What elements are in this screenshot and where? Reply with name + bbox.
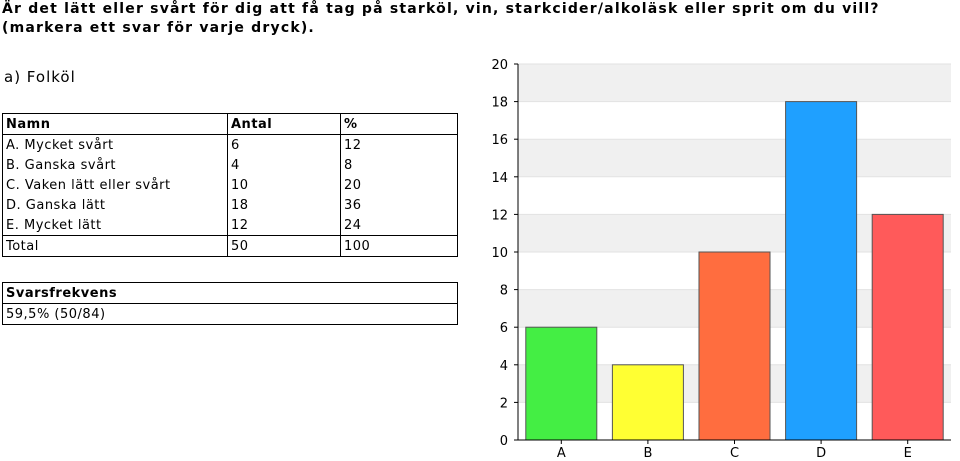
table-row: E. Mycket lätt 12 24 (2, 215, 458, 236)
header-count: Antal (227, 113, 341, 135)
response-rate-label: Svarsfrekvens (2, 282, 458, 304)
x-tick-label: E (904, 446, 912, 461)
response-rate-table: Svarsfrekvens 59,5% (50/84) (2, 282, 458, 325)
chart-axes: A B C D E 0 2 4 6 8 10 12 14 16 18 20 (491, 58, 951, 461)
bar-c (698, 251, 771, 441)
row-name: D. Ganska lätt (2, 195, 228, 215)
y-tick-label: 2 (500, 396, 508, 411)
grid-band (518, 176, 951, 215)
grid-band (518, 101, 951, 140)
table-header-row: Namn Antal % (2, 113, 458, 135)
results-table: Namn Antal % A. Mycket svårt 6 12 B. Gan… (2, 113, 458, 257)
grid-band (518, 64, 951, 102)
row-percent: 20 (340, 175, 458, 195)
y-tick-label: 20 (491, 58, 508, 73)
row-percent: 8 (340, 155, 458, 175)
total-name: Total (2, 235, 228, 257)
x-tick-label: D (816, 446, 826, 461)
y-tick-label: 8 (500, 284, 508, 299)
row-percent: 24 (340, 215, 458, 236)
y-tick-label: 12 (491, 208, 508, 223)
table-row: A. Mycket svårt 6 12 (2, 134, 458, 155)
bar-e (871, 213, 944, 441)
table-total-row: Total 50 100 (2, 235, 458, 257)
x-tick-label: C (730, 446, 739, 461)
row-count: 6 (227, 134, 341, 155)
row-percent: 36 (340, 195, 458, 215)
table-row: C. Vaken lätt eller svårt 10 20 (2, 175, 458, 195)
row-name: A. Mycket svårt (2, 134, 228, 155)
header-name: Namn (2, 113, 228, 135)
chart-bars (525, 101, 944, 441)
y-tick-label: 4 (500, 359, 508, 374)
bar-d (785, 101, 858, 441)
response-rate-value: 59,5% (50/84) (2, 303, 458, 325)
y-tick-label: 14 (491, 171, 508, 186)
total-percent: 100 (340, 235, 458, 257)
row-name: C. Vaken lätt eller svårt (2, 175, 228, 195)
question-text: Är det lätt eller svårt för dig att få t… (2, 1, 880, 36)
y-tick-label: 18 (491, 96, 508, 111)
bar-b (611, 364, 684, 441)
total-count: 50 (227, 235, 341, 257)
header-percent: % (340, 113, 458, 135)
row-count: 4 (227, 155, 341, 175)
y-tick-label: 10 (491, 246, 508, 261)
bar-chart: A B C D E 0 2 4 6 8 10 12 14 16 18 20 (491, 58, 951, 461)
x-tick-label: A (557, 446, 566, 461)
row-name: B. Ganska svårt (2, 155, 228, 175)
section-title: a) Folköl (4, 68, 76, 86)
x-tick-label: B (643, 446, 652, 461)
table-row: B. Ganska svårt 4 8 (2, 155, 458, 175)
row-count: 12 (227, 215, 341, 236)
row-name: E. Mycket lätt (2, 215, 228, 236)
row-count: 10 (227, 175, 341, 195)
table-row: D. Ganska lätt 18 36 (2, 195, 458, 215)
y-tick-label: 16 (491, 133, 508, 148)
grid-band (518, 139, 951, 177)
y-tick-label: 0 (500, 434, 508, 449)
bar-a (525, 326, 598, 441)
row-count: 18 (227, 195, 341, 215)
y-tick-label: 6 (500, 321, 508, 336)
row-percent: 12 (340, 134, 458, 155)
